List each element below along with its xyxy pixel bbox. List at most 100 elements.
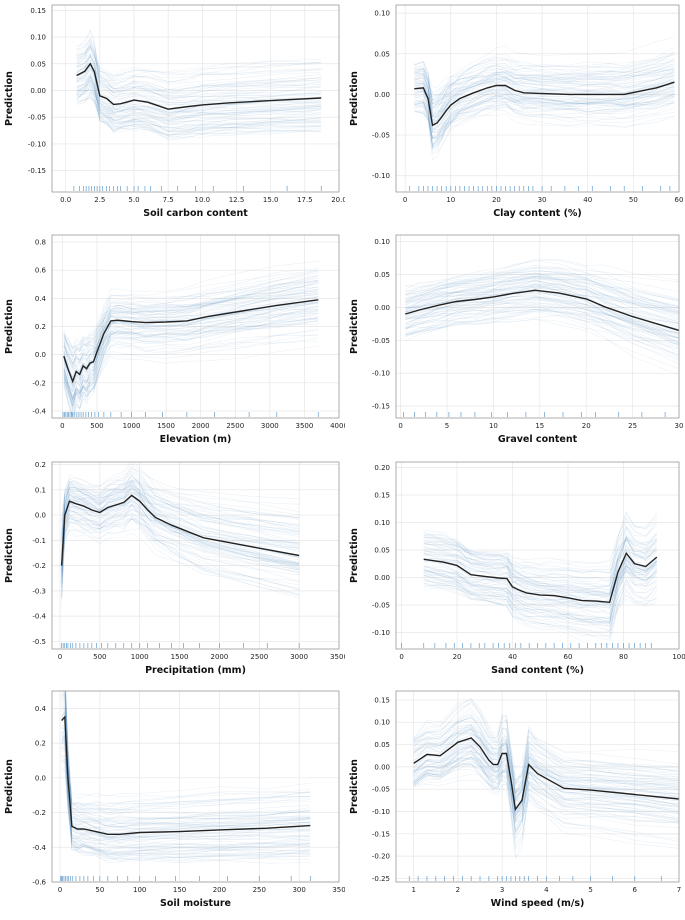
plot-frame (395, 690, 680, 883)
ice-curve (423, 534, 657, 594)
x-tick-label: 0 (398, 422, 402, 430)
ice-curve (63, 305, 319, 368)
ice-curve (414, 76, 675, 101)
ice-curve (63, 311, 319, 367)
ice-curve (414, 68, 675, 104)
ice-curve (423, 532, 657, 597)
ice-curve (63, 282, 319, 401)
ice-curve (413, 749, 679, 860)
ice-curve (61, 735, 311, 819)
ice-curve (61, 727, 311, 862)
pdp-average-line (414, 81, 675, 127)
y-tick-label: 0.0 (35, 351, 46, 359)
ice-curve (76, 49, 322, 98)
ice-curves (61, 462, 300, 611)
chart-panel-4: 0 5 10 15 20 25 30 -0.15 -0.10 -0.05 0.00 0.05 0.10 G… (349, 234, 683, 445)
ice-curve (423, 558, 658, 623)
ice-curve (413, 756, 679, 787)
chart-panel-6: 0 20 40 60 80 100 -0.10 -0.05 0.00 0.05 0.10 0.15 0.… (349, 461, 685, 676)
ice-curve (61, 475, 300, 535)
x-tick-label: 40 (583, 196, 592, 204)
ice-curve (63, 335, 319, 402)
ice-curve (61, 758, 311, 859)
ice-curve (405, 264, 679, 319)
x-axis-label: Soil moisture (160, 898, 231, 909)
ice-curve (414, 36, 675, 111)
ice-curve (413, 757, 679, 807)
ice-curve (61, 766, 311, 843)
ice-curve (63, 296, 319, 387)
ice-curve (405, 304, 679, 326)
x-tick-label: 10.0 (195, 196, 211, 204)
ice-curve (405, 290, 679, 314)
ice-curve (61, 474, 300, 584)
ice-curve (63, 301, 319, 404)
ice-curve (63, 329, 319, 402)
ice-curve (423, 515, 657, 574)
ice-curve (61, 734, 311, 861)
ice-curve (76, 98, 322, 129)
ice-curve (423, 579, 657, 626)
ice-curve (61, 502, 300, 596)
ice-curve (76, 79, 322, 133)
y-tick-label: 0.4 (35, 295, 47, 303)
ice-curve (76, 46, 322, 77)
x-tick-label: 15 (535, 422, 544, 430)
ice-curve (76, 89, 322, 115)
ice-curve (61, 482, 300, 538)
x-tick-label: 20 (492, 196, 501, 204)
ice-curve (423, 558, 658, 623)
ice-curve (61, 482, 300, 579)
ice-curve (61, 518, 300, 578)
ice-curve (423, 530, 658, 604)
ice-curve (76, 29, 322, 99)
ice-curve (423, 510, 658, 587)
ice-curve (76, 62, 322, 93)
x-tick-label: 2 (456, 886, 460, 894)
y-tick-label: -0.05 (372, 132, 390, 140)
ice-curve (405, 310, 679, 339)
pdp-average-line (76, 62, 322, 110)
ice-curve (76, 97, 322, 118)
ice-curve (405, 280, 679, 347)
ice-curve (61, 512, 300, 586)
ice-curve (414, 51, 675, 100)
ice-curve (405, 283, 679, 344)
y-tick-label: -0.10 (372, 172, 390, 180)
ice-curve (405, 296, 679, 336)
ice-curve (63, 338, 319, 374)
y-tick-label: -0.15 (372, 830, 390, 838)
ice-curve (61, 495, 300, 592)
ice-curve (414, 74, 675, 121)
ice-curve (405, 288, 679, 314)
y-tick-label: 0.05 (374, 50, 390, 58)
y-axis-label: Prediction (349, 528, 360, 583)
ice-curve (76, 94, 322, 136)
ice-curve (413, 763, 679, 823)
ice-curve (405, 273, 679, 309)
ice-curve (76, 60, 322, 114)
y-tick-label: 0.00 (374, 91, 390, 99)
ice-curve (413, 763, 679, 814)
ice-curve (405, 302, 679, 334)
ice-curve (414, 71, 675, 117)
ice-curve (76, 80, 322, 111)
ice-curve (63, 283, 319, 382)
ice-curve (63, 276, 319, 404)
ice-curve (414, 83, 675, 149)
x-tick-label: 3 (500, 886, 504, 894)
x-tick-label: 350 (332, 886, 345, 894)
ice-curve (413, 738, 679, 794)
ice-curve (63, 280, 319, 360)
ice-curve (63, 278, 319, 387)
ice-curve (405, 303, 679, 347)
ice-curve (423, 558, 657, 597)
ice-curve (423, 578, 657, 641)
ice-curve (63, 319, 319, 411)
ice-curve (413, 752, 679, 814)
ice-curve (63, 307, 319, 392)
ice-curve (76, 67, 322, 130)
ice-curve (423, 565, 657, 619)
ice-curve (413, 769, 679, 829)
x-tick-label: 0 (60, 422, 64, 430)
